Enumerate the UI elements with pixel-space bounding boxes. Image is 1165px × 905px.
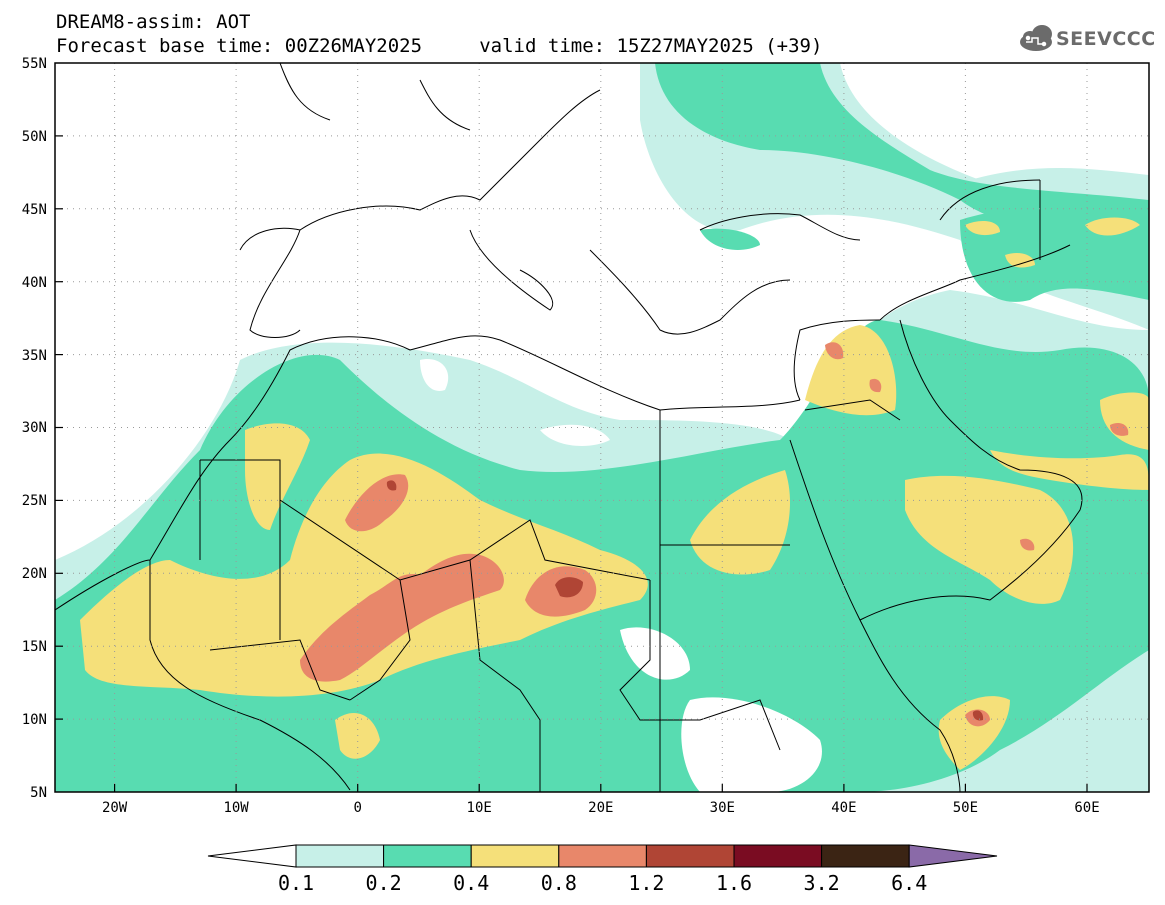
aot-band-1.2-1.6 bbox=[386, 480, 984, 721]
aot-field bbox=[55, 63, 1149, 792]
lon-label: 10E bbox=[467, 800, 492, 816]
latitude-labels: 55N 50N 45N 40N 35N 30N 25N 20N 15N 10N … bbox=[22, 56, 47, 801]
logo-text: SEEVCCC bbox=[1056, 28, 1156, 50]
colorbar-segment bbox=[645, 844, 735, 868]
coastlines bbox=[55, 63, 1083, 792]
aot-band-0.4-0.8 bbox=[80, 217, 1149, 770]
colorbar-label: 0.2 bbox=[366, 871, 402, 895]
colorbar-label: 3.2 bbox=[804, 871, 840, 895]
colorbar-segment bbox=[295, 844, 385, 868]
grid-lines bbox=[55, 63, 1149, 792]
colorbar-low-arrow bbox=[207, 844, 297, 868]
colorbar-segment bbox=[383, 844, 472, 868]
lat-label: 25N bbox=[22, 493, 47, 509]
lon-label: 60E bbox=[1074, 800, 1099, 816]
lat-label: 40N bbox=[22, 275, 47, 291]
lon-label: 40E bbox=[831, 800, 856, 816]
colorbar-high-arrow bbox=[908, 844, 998, 868]
map-title: DREAM8-assim: AOT bbox=[56, 11, 251, 33]
lat-label: 10N bbox=[22, 712, 47, 728]
lat-label: 5N bbox=[30, 785, 47, 801]
axis-ticks bbox=[55, 135, 1088, 792]
aot-band-below-0.1 bbox=[420, 359, 822, 792]
lat-label: 35N bbox=[22, 348, 47, 364]
colorbar-label: 6.4 bbox=[891, 871, 927, 895]
colorbar-labels: 0.1 0.2 0.4 0.8 1.2 1.6 3.2 6.4 bbox=[278, 871, 927, 895]
lat-label: 30N bbox=[22, 420, 47, 436]
lon-label: 0 bbox=[353, 800, 361, 816]
forecast-time-line: Forecast base time: 00Z26MAY2025 valid t… bbox=[56, 35, 823, 57]
colorbar-segment bbox=[558, 844, 647, 868]
lat-label: 20N bbox=[22, 566, 47, 582]
lat-label: 55N bbox=[22, 56, 47, 72]
colorbar-label: 0.8 bbox=[541, 871, 577, 895]
lat-label: 15N bbox=[22, 639, 47, 655]
lat-label: 50N bbox=[22, 129, 47, 145]
lat-label: 45N bbox=[22, 202, 47, 218]
seevccc-logo bbox=[1020, 25, 1052, 51]
lon-label: 30E bbox=[710, 800, 735, 816]
colorbar-segment bbox=[470, 844, 560, 868]
colorbar-label: 0.4 bbox=[453, 871, 489, 895]
colorbar-segment bbox=[821, 844, 910, 868]
lon-label: 20E bbox=[588, 800, 613, 816]
lon-label: 20W bbox=[102, 800, 128, 816]
colorbar-segment bbox=[733, 844, 823, 868]
colorbar-label: 0.1 bbox=[278, 871, 314, 895]
colorbar bbox=[207, 844, 998, 868]
colorbar-label: 1.6 bbox=[716, 871, 752, 895]
lon-label: 50E bbox=[953, 800, 978, 816]
lon-label: 10W bbox=[223, 800, 249, 816]
colorbar-label: 1.2 bbox=[628, 871, 664, 895]
longitude-labels: 20W 10W 0 10E 20E 30E 40E 50E 60E bbox=[102, 800, 1100, 816]
